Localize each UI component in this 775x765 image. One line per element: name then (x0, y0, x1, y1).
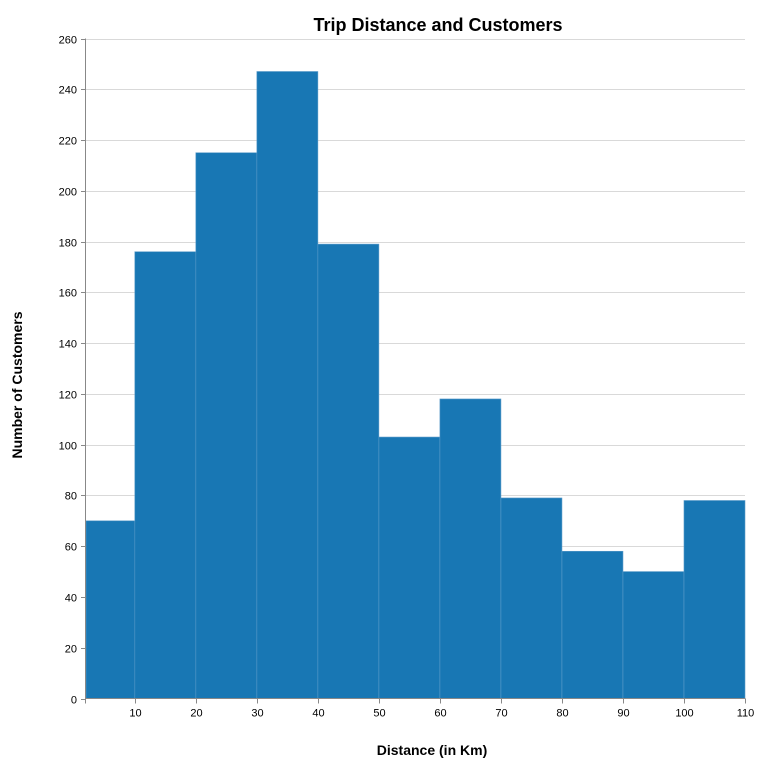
x-tick-label-110: 110 (737, 708, 755, 720)
x-tick-label-10: 10 (129, 708, 141, 720)
x-tick-label-80: 80 (556, 708, 568, 720)
x-tick-label-40: 40 (312, 708, 324, 720)
y-tick-label-180: 180 (59, 238, 77, 250)
bar-40-50 (317, 243, 380, 699)
bars (85, 71, 746, 699)
x-tick-label-90: 90 (617, 708, 629, 720)
x-tick-label-70: 70 (495, 708, 507, 720)
bar-60-70 (439, 398, 502, 699)
y-tick-label-20: 20 (65, 644, 77, 656)
bar-30-40 (256, 71, 319, 699)
bar-2-10 (85, 520, 136, 699)
x-tick-label-50: 50 (373, 708, 385, 720)
x-tick-label-60: 60 (434, 708, 446, 720)
y-tick-label-260: 260 (59, 35, 77, 47)
y-tick-label-240: 240 (59, 85, 77, 97)
axes: 0 20 40 60 80 100 120 140 160 180 200 220 240 260 10 20… (59, 35, 755, 720)
y-tick-label-80: 80 (65, 491, 77, 503)
bar-20-30 (195, 152, 258, 699)
x-axis-title: Distance (in Km) (377, 742, 487, 758)
x-tick-label-30: 30 (251, 708, 263, 720)
x-tick-label-20: 20 (190, 708, 202, 720)
y-axis-title: Number of Customers (9, 311, 25, 458)
y-tick-label-160: 160 (59, 288, 77, 300)
bar-70-80 (500, 497, 563, 699)
bar-90-100 (622, 571, 685, 699)
y-tick-label-100: 100 (59, 441, 77, 453)
y-tick-label-220: 220 (59, 136, 77, 148)
bar-10-20 (134, 251, 197, 699)
y-tick-label-200: 200 (59, 187, 77, 199)
y-tick-label-120: 120 (59, 390, 77, 402)
y-tick-label-40: 40 (65, 593, 77, 605)
bar-100-110 (683, 500, 746, 699)
y-tick-label-60: 60 (65, 542, 77, 554)
bar-80-90 (561, 550, 624, 699)
chart-title: Trip Distance and Customers (313, 15, 562, 35)
y-tick-label-0: 0 (71, 695, 77, 707)
x-tick-label-100: 100 (675, 708, 693, 720)
y-tick-label-140: 140 (59, 339, 77, 351)
bar-50-60 (378, 436, 441, 699)
